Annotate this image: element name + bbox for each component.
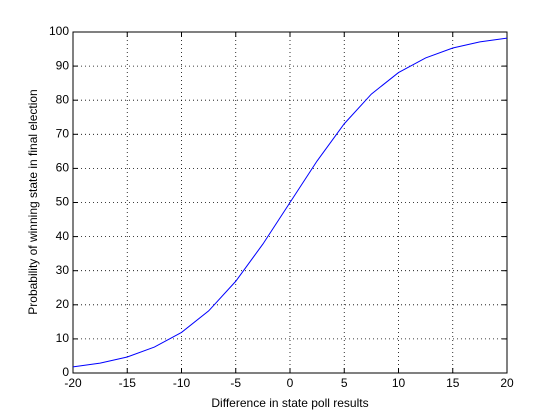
y-tick-label: 80 <box>56 92 70 106</box>
x-tick-label: -5 <box>230 376 241 390</box>
y-tick-label: 60 <box>56 161 70 175</box>
x-tick-label: 5 <box>341 376 348 390</box>
x-tick-label: 20 <box>500 376 514 390</box>
x-tick-label: 10 <box>392 376 406 390</box>
y-tick-label: 70 <box>56 126 70 140</box>
x-tick-label: -10 <box>173 376 191 390</box>
y-tick-label: 20 <box>56 297 70 311</box>
x-axis-label: Difference in state poll results <box>211 396 368 410</box>
x-tick-label: 0 <box>287 376 294 390</box>
x-tick-label: -20 <box>64 376 82 390</box>
y-tick-label: 50 <box>56 195 70 209</box>
y-tick-label: 100 <box>49 24 69 38</box>
y-tick-label: 40 <box>56 229 70 243</box>
y-axis-label: Probability of winning state in final el… <box>26 89 40 314</box>
line <box>72 37 508 368</box>
y-tick-label: 30 <box>56 263 70 277</box>
y-tick-label: 0 <box>62 365 69 379</box>
y-tick-label: 10 <box>56 331 70 345</box>
y-tick-label: 90 <box>56 58 70 72</box>
plot-frame <box>72 31 508 374</box>
x-tick-label: 15 <box>446 376 460 390</box>
x-tick-label: -15 <box>119 376 137 390</box>
